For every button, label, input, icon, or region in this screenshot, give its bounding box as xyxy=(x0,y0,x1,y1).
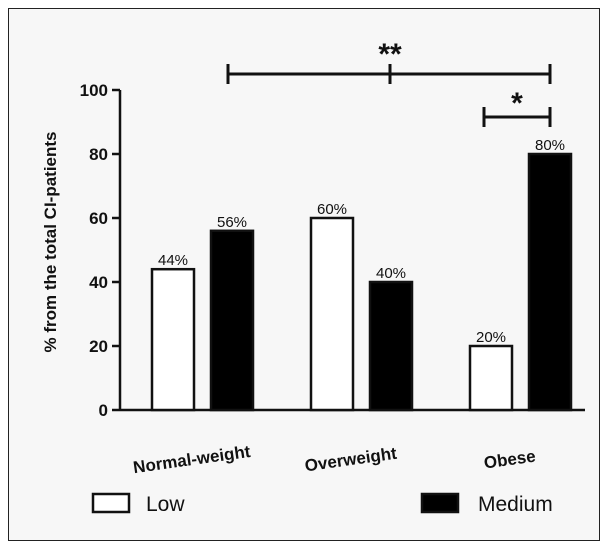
x-category-label-overweight: Overweight xyxy=(304,444,399,476)
y-tick-label-80: 80 xyxy=(89,145,108,164)
data-label-overweight-low: 60% xyxy=(317,201,347,218)
chart-frame xyxy=(8,8,600,541)
legend-swatch-medium xyxy=(420,492,460,514)
legend-swatch-low xyxy=(91,492,131,514)
bar-obese-medium xyxy=(527,152,573,412)
data-label-overweight-medium: 40% xyxy=(376,265,406,282)
y-tick-label-40: 40 xyxy=(89,273,108,292)
data-label-normal-weight-medium: 56% xyxy=(217,214,247,231)
bar-normal-weight-low xyxy=(150,267,196,412)
bar-normal-weight-medium xyxy=(209,229,255,412)
y-tick-label-60: 60 xyxy=(89,209,108,228)
legend: Low Medium xyxy=(91,492,553,516)
y-axis-title: % from the total CI-patients xyxy=(41,131,60,352)
data-label-normal-weight-low: 44% xyxy=(158,252,188,269)
sig-label-1: ** xyxy=(378,38,402,71)
bar-obese-low xyxy=(468,344,514,412)
y-tick-label-20: 20 xyxy=(89,337,108,356)
sig-label-2: * xyxy=(511,87,523,120)
legend-label-low: Low xyxy=(146,493,185,516)
x-category-label-normal-weight: Normal-weight xyxy=(132,442,252,477)
data-label-obese-medium: 80% xyxy=(535,137,565,154)
bar-overweight-low xyxy=(309,216,355,412)
y-tick-label-0: 0 xyxy=(99,401,108,420)
y-tick-label-100: 100 xyxy=(80,81,108,100)
legend-label-medium: Medium xyxy=(478,493,553,516)
bar-overweight-medium xyxy=(368,280,414,412)
data-label-obese-low: 20% xyxy=(476,329,506,346)
bars: 44% 56% Normal-weight 60% 40% Overweight 20% 80… xyxy=(132,137,573,477)
x-category-label-obese: Obese xyxy=(483,447,537,473)
significance-brackets: *** xyxy=(226,38,552,127)
